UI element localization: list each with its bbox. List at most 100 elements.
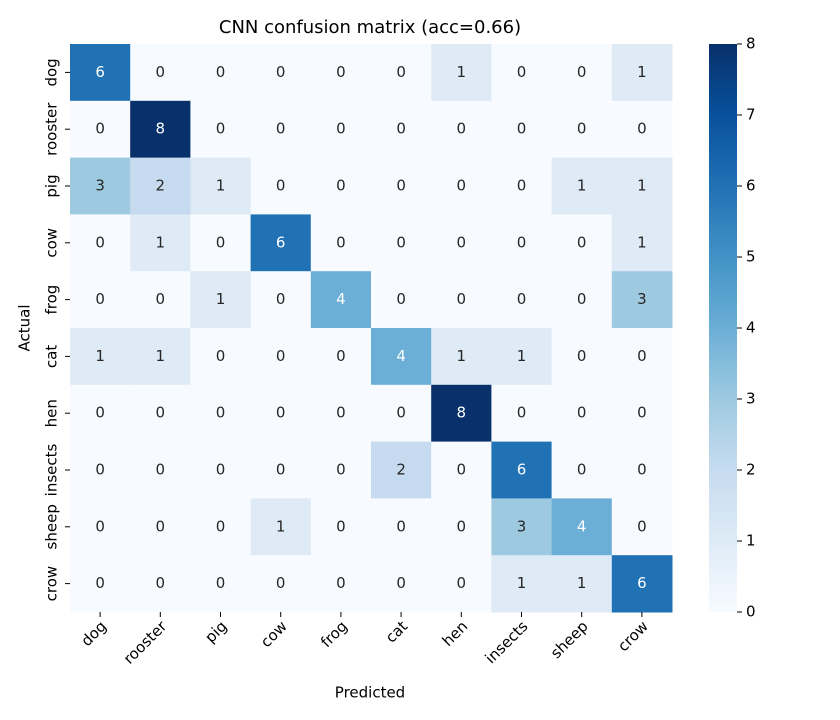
cell-label: 0 xyxy=(156,461,166,479)
cell-label: 0 xyxy=(276,404,286,422)
y-tick-label: hen xyxy=(43,399,61,427)
cell-label: 0 xyxy=(577,120,587,138)
heatmap-cell xyxy=(611,384,673,443)
y-tick-label: insects xyxy=(43,443,61,496)
cell-label: 0 xyxy=(276,177,286,195)
heatmap-cell xyxy=(190,100,252,159)
heatmap-cell xyxy=(130,100,191,159)
cell-label: 1 xyxy=(457,347,467,365)
y-tick-label: frog xyxy=(43,285,61,315)
heatmap-cell xyxy=(70,271,131,329)
cell-label: 0 xyxy=(95,290,105,308)
cell-label: 0 xyxy=(637,120,647,138)
heatmap-cell xyxy=(70,214,131,272)
cell-label: 0 xyxy=(156,63,166,81)
cell-label: 0 xyxy=(95,404,105,422)
heatmap-cell xyxy=(190,441,252,499)
cell-label: 0 xyxy=(336,517,346,535)
cell-label: 0 xyxy=(216,347,226,365)
heatmap-cell xyxy=(371,384,432,443)
x-tick-label: sheep xyxy=(547,617,592,662)
colorbar xyxy=(709,44,737,612)
cell-label: 0 xyxy=(276,461,286,479)
cell-label: 0 xyxy=(517,63,527,81)
heatmap-cell xyxy=(190,328,252,386)
cell-label: 0 xyxy=(396,517,406,535)
cell-label: 1 xyxy=(457,63,467,81)
heatmap-cell xyxy=(190,271,252,329)
cell-label: 0 xyxy=(216,63,226,81)
cell-label: 0 xyxy=(95,233,105,251)
heatmap-cell xyxy=(190,214,252,272)
cell-label: 6 xyxy=(517,461,527,479)
cell-label: 0 xyxy=(156,290,166,308)
heatmap-cell xyxy=(70,328,131,386)
cell-label: 0 xyxy=(336,347,346,365)
cell-label: 0 xyxy=(336,177,346,195)
heatmap-cell xyxy=(611,271,673,329)
cell-label: 2 xyxy=(156,177,166,195)
heatmap-cell xyxy=(611,555,673,613)
cell-label: 3 xyxy=(95,177,105,195)
cell-label: 0 xyxy=(216,404,226,422)
heatmap-cell xyxy=(491,384,553,443)
heatmap-cell xyxy=(250,271,312,329)
cell-label: 0 xyxy=(336,233,346,251)
cell-label: 0 xyxy=(457,177,467,195)
heatmap-cell xyxy=(310,44,372,102)
cell-label: 0 xyxy=(517,177,527,195)
y-tick-label: cat xyxy=(43,345,61,368)
heatmap-cell xyxy=(491,328,553,386)
heatmap-cell xyxy=(611,157,673,215)
heatmap-cell xyxy=(551,100,613,159)
heatmap-cell xyxy=(491,100,553,159)
heatmap-cell xyxy=(431,328,492,386)
heatmap-cell xyxy=(431,44,492,102)
cell-label: 4 xyxy=(336,290,346,308)
cell-label: 0 xyxy=(637,461,647,479)
heatmap-cell xyxy=(611,214,673,272)
cell-label: 0 xyxy=(276,290,286,308)
cell-label: 0 xyxy=(216,120,226,138)
heatmap-cell xyxy=(70,44,131,102)
cell-label: 0 xyxy=(396,120,406,138)
heatmap-cell xyxy=(130,555,191,613)
heatmap-cell xyxy=(491,44,553,102)
heatmap-cell xyxy=(371,271,432,329)
cell-label: 0 xyxy=(336,63,346,81)
cell-label: 0 xyxy=(637,347,647,365)
heatmap-cell xyxy=(611,498,673,556)
y-tick-label: pig xyxy=(43,174,61,197)
heatmap-cell xyxy=(130,44,191,102)
cell-label: 2 xyxy=(396,461,406,479)
cell-label: 0 xyxy=(637,517,647,535)
heatmap-cell xyxy=(431,555,492,613)
heatmap-cell xyxy=(371,328,432,386)
colorbar-tick-label: 6 xyxy=(746,177,756,195)
heatmap-cell xyxy=(310,555,372,613)
cell-label: 0 xyxy=(95,120,105,138)
heatmap-cell xyxy=(611,441,673,499)
cell-label: 0 xyxy=(517,233,527,251)
cell-label: 0 xyxy=(396,233,406,251)
heatmap-cell xyxy=(371,555,432,613)
cell-label: 0 xyxy=(517,404,527,422)
heatmap-cell xyxy=(130,328,191,386)
heatmap-cell xyxy=(491,157,553,215)
heatmap-cell xyxy=(551,157,613,215)
heatmap-cell xyxy=(70,384,131,443)
cell-label: 0 xyxy=(457,233,467,251)
heatmap-cell xyxy=(130,384,191,443)
heatmap-cell xyxy=(190,157,252,215)
chart-title: CNN confusion matrix (acc=0.66) xyxy=(219,17,521,38)
cell-label: 0 xyxy=(396,177,406,195)
cell-label: 1 xyxy=(637,63,647,81)
cell-label: 0 xyxy=(457,574,467,592)
cell-label: 1 xyxy=(276,517,286,535)
cell-label: 0 xyxy=(457,120,467,138)
y-tick-label: cow xyxy=(43,228,61,258)
heatmap-cell xyxy=(551,328,613,386)
heatmap-cell xyxy=(250,328,312,386)
colorbar-tick-label: 4 xyxy=(746,319,756,337)
cell-label: 0 xyxy=(276,120,286,138)
